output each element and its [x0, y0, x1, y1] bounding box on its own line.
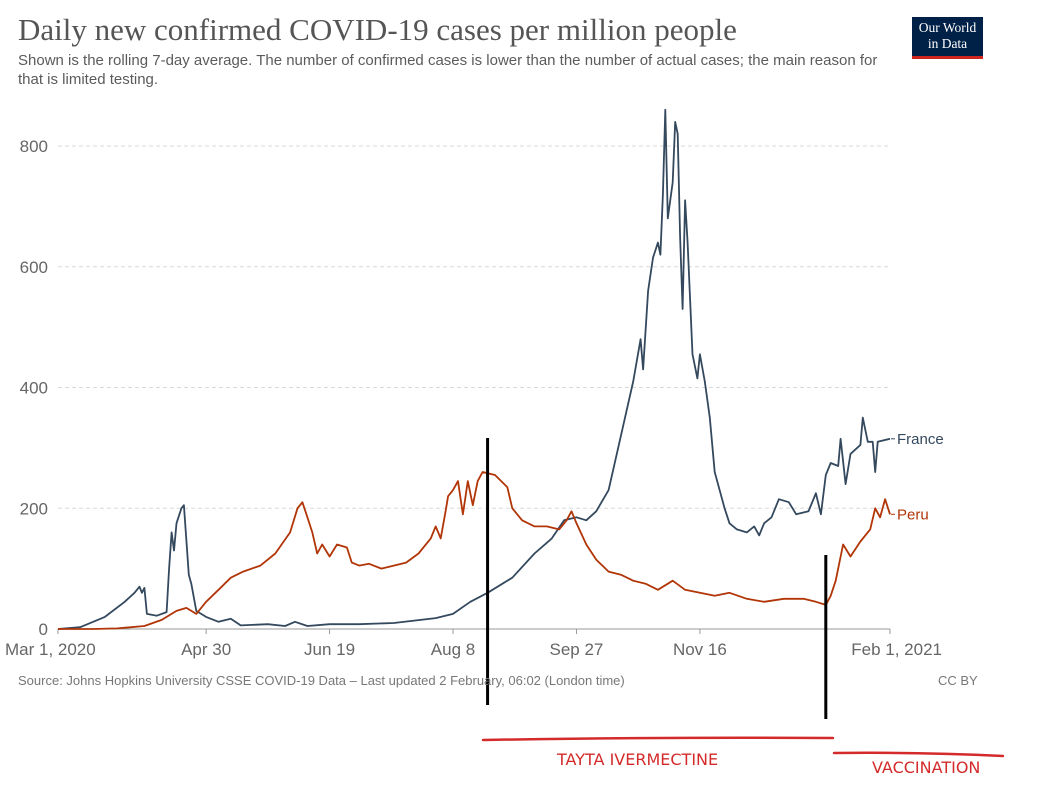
x-tick-label: Feb 1, 2021 [851, 640, 942, 659]
series-lines [57, 108, 891, 630]
x-tick-label: Jun 19 [304, 640, 355, 659]
series-label-peru: Peru [897, 506, 929, 523]
y-tick-label: 200 [20, 499, 48, 518]
grid-lines [58, 145, 890, 630]
x-tick-label: Nov 16 [673, 640, 727, 659]
license-link[interactable]: CC BY [938, 673, 978, 688]
x-tick-label: Sep 27 [550, 640, 604, 659]
y-tick-label: 400 [20, 379, 48, 398]
annotation-label-ivermectine: TAYTA IVERMECTINE [557, 750, 719, 769]
x-axis-ticks: Mar 1, 2020 Apr 30 Jun 19 Aug 8 Sep 27 Nov 16… [5, 629, 942, 659]
x-tick-label: Apr 30 [181, 640, 231, 659]
annotation-label-vaccination: VACCINATION [872, 758, 981, 777]
y-tick-label: 800 [20, 137, 48, 156]
y-tick-label: 600 [20, 258, 48, 277]
annotation-markers [481, 438, 1005, 758]
series-label-france: France [897, 431, 944, 448]
series-labels: France Peru [891, 431, 944, 523]
chart-subtitle: Shown is the rolling 7-day average. The … [18, 52, 878, 88]
y-axis-ticks: 0 200 400 600 800 [20, 137, 48, 639]
x-tick-label: Mar 1, 2020 [5, 640, 96, 659]
logo-line-1: Our World [918, 20, 977, 35]
logo-line-2: in Data [927, 36, 968, 51]
series-line-peru[interactable] [58, 471, 891, 630]
series-line-france[interactable] [57, 108, 891, 630]
underline-ivermectine [481, 736, 835, 742]
chart-title: Daily new confirmed COVID-19 cases per m… [18, 12, 737, 47]
our-world-in-data-logo[interactable]: Our World in Data [912, 17, 983, 59]
x-tick-label: Aug 8 [431, 640, 475, 659]
source-note: Source: Johns Hopkins University CSSE CO… [18, 673, 625, 688]
underline-vaccination [832, 751, 1005, 758]
y-tick-label: 0 [39, 620, 48, 639]
